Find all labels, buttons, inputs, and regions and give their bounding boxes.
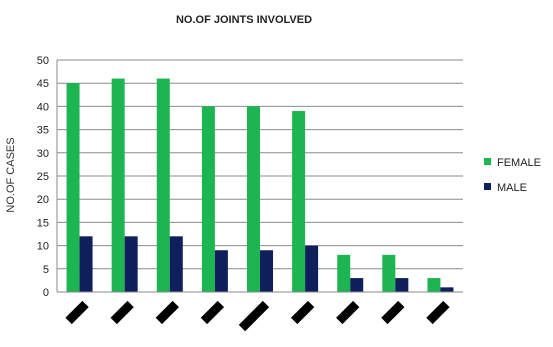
x-category-label-3 xyxy=(155,300,179,325)
legend-swatch-female xyxy=(484,158,491,165)
x-category-label-1 xyxy=(65,300,89,325)
bar-female-4 xyxy=(201,106,215,293)
legend: FEMALE MALE xyxy=(484,157,541,194)
y-tick-label: 25 xyxy=(37,171,49,183)
bar-male-7 xyxy=(350,278,364,292)
bar-female-6 xyxy=(292,111,306,292)
y-axis-label: NO.OF CASES xyxy=(5,137,17,212)
y-tick-label: 35 xyxy=(37,125,49,137)
y-tick-label: 40 xyxy=(37,101,49,113)
bar-male-1 xyxy=(79,236,93,292)
x-category-label-8 xyxy=(381,300,405,325)
legend-label-female: FEMALE xyxy=(497,157,541,169)
y-tick-label: 50 xyxy=(37,55,49,67)
y-axis-ticks: 0 5 10 15 20 25 30 35 40 45 50 xyxy=(37,55,49,299)
y-tick-label: 10 xyxy=(37,241,49,253)
bar-female-8 xyxy=(382,254,396,292)
bar-male-6 xyxy=(305,245,319,292)
bar-female-1 xyxy=(66,83,80,292)
bar-male-9 xyxy=(440,287,454,292)
bar-female-5 xyxy=(247,106,260,293)
x-category-label-6 xyxy=(290,300,315,325)
x-category-label-2 xyxy=(110,300,134,325)
bar-female-2 xyxy=(111,78,125,292)
bar-female-7 xyxy=(337,254,351,292)
bar-male-5 xyxy=(260,250,273,292)
x-axis-category-labels xyxy=(65,300,450,332)
bar-male-3 xyxy=(169,236,183,292)
bar-male-2 xyxy=(124,236,138,292)
bars xyxy=(66,78,454,293)
legend-label-male: MALE xyxy=(497,182,527,194)
y-tick-label: 20 xyxy=(37,194,49,206)
x-category-label-4 xyxy=(200,300,225,325)
x-category-label-9 xyxy=(426,300,450,325)
y-tick-label: 15 xyxy=(37,217,49,229)
x-category-label-5 xyxy=(238,300,270,332)
y-tick-label: 45 xyxy=(37,78,49,90)
y-tick-label: 0 xyxy=(43,287,49,299)
y-tick-label: 30 xyxy=(37,148,49,160)
bar-female-3 xyxy=(156,78,170,292)
y-tick-label: 5 xyxy=(43,264,49,276)
x-category-label-7 xyxy=(336,300,360,325)
chart-title: NO.OF JOINTS INVOLVED xyxy=(176,14,312,26)
bar-female-9 xyxy=(427,278,441,292)
bar-male-4 xyxy=(214,250,228,292)
bar-male-8 xyxy=(395,278,409,292)
legend-swatch-male xyxy=(484,183,491,190)
